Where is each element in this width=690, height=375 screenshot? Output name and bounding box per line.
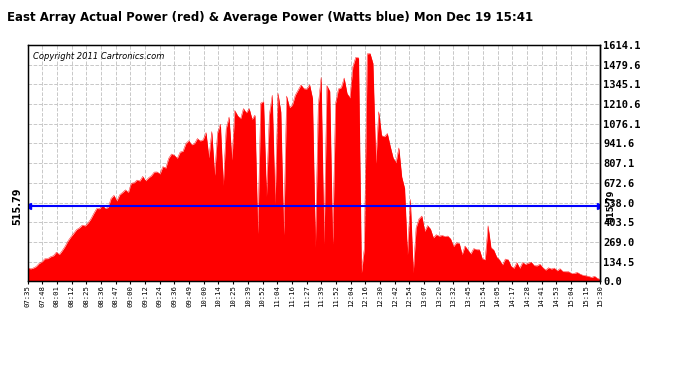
Text: Copyright 2011 Cartronics.com: Copyright 2011 Cartronics.com — [33, 52, 165, 61]
Text: 515.79: 515.79 — [606, 190, 615, 222]
Text: 515.79: 515.79 — [12, 187, 22, 225]
Text: East Array Actual Power (red) & Average Power (Watts blue) Mon Dec 19 15:41: East Array Actual Power (red) & Average … — [7, 11, 533, 24]
